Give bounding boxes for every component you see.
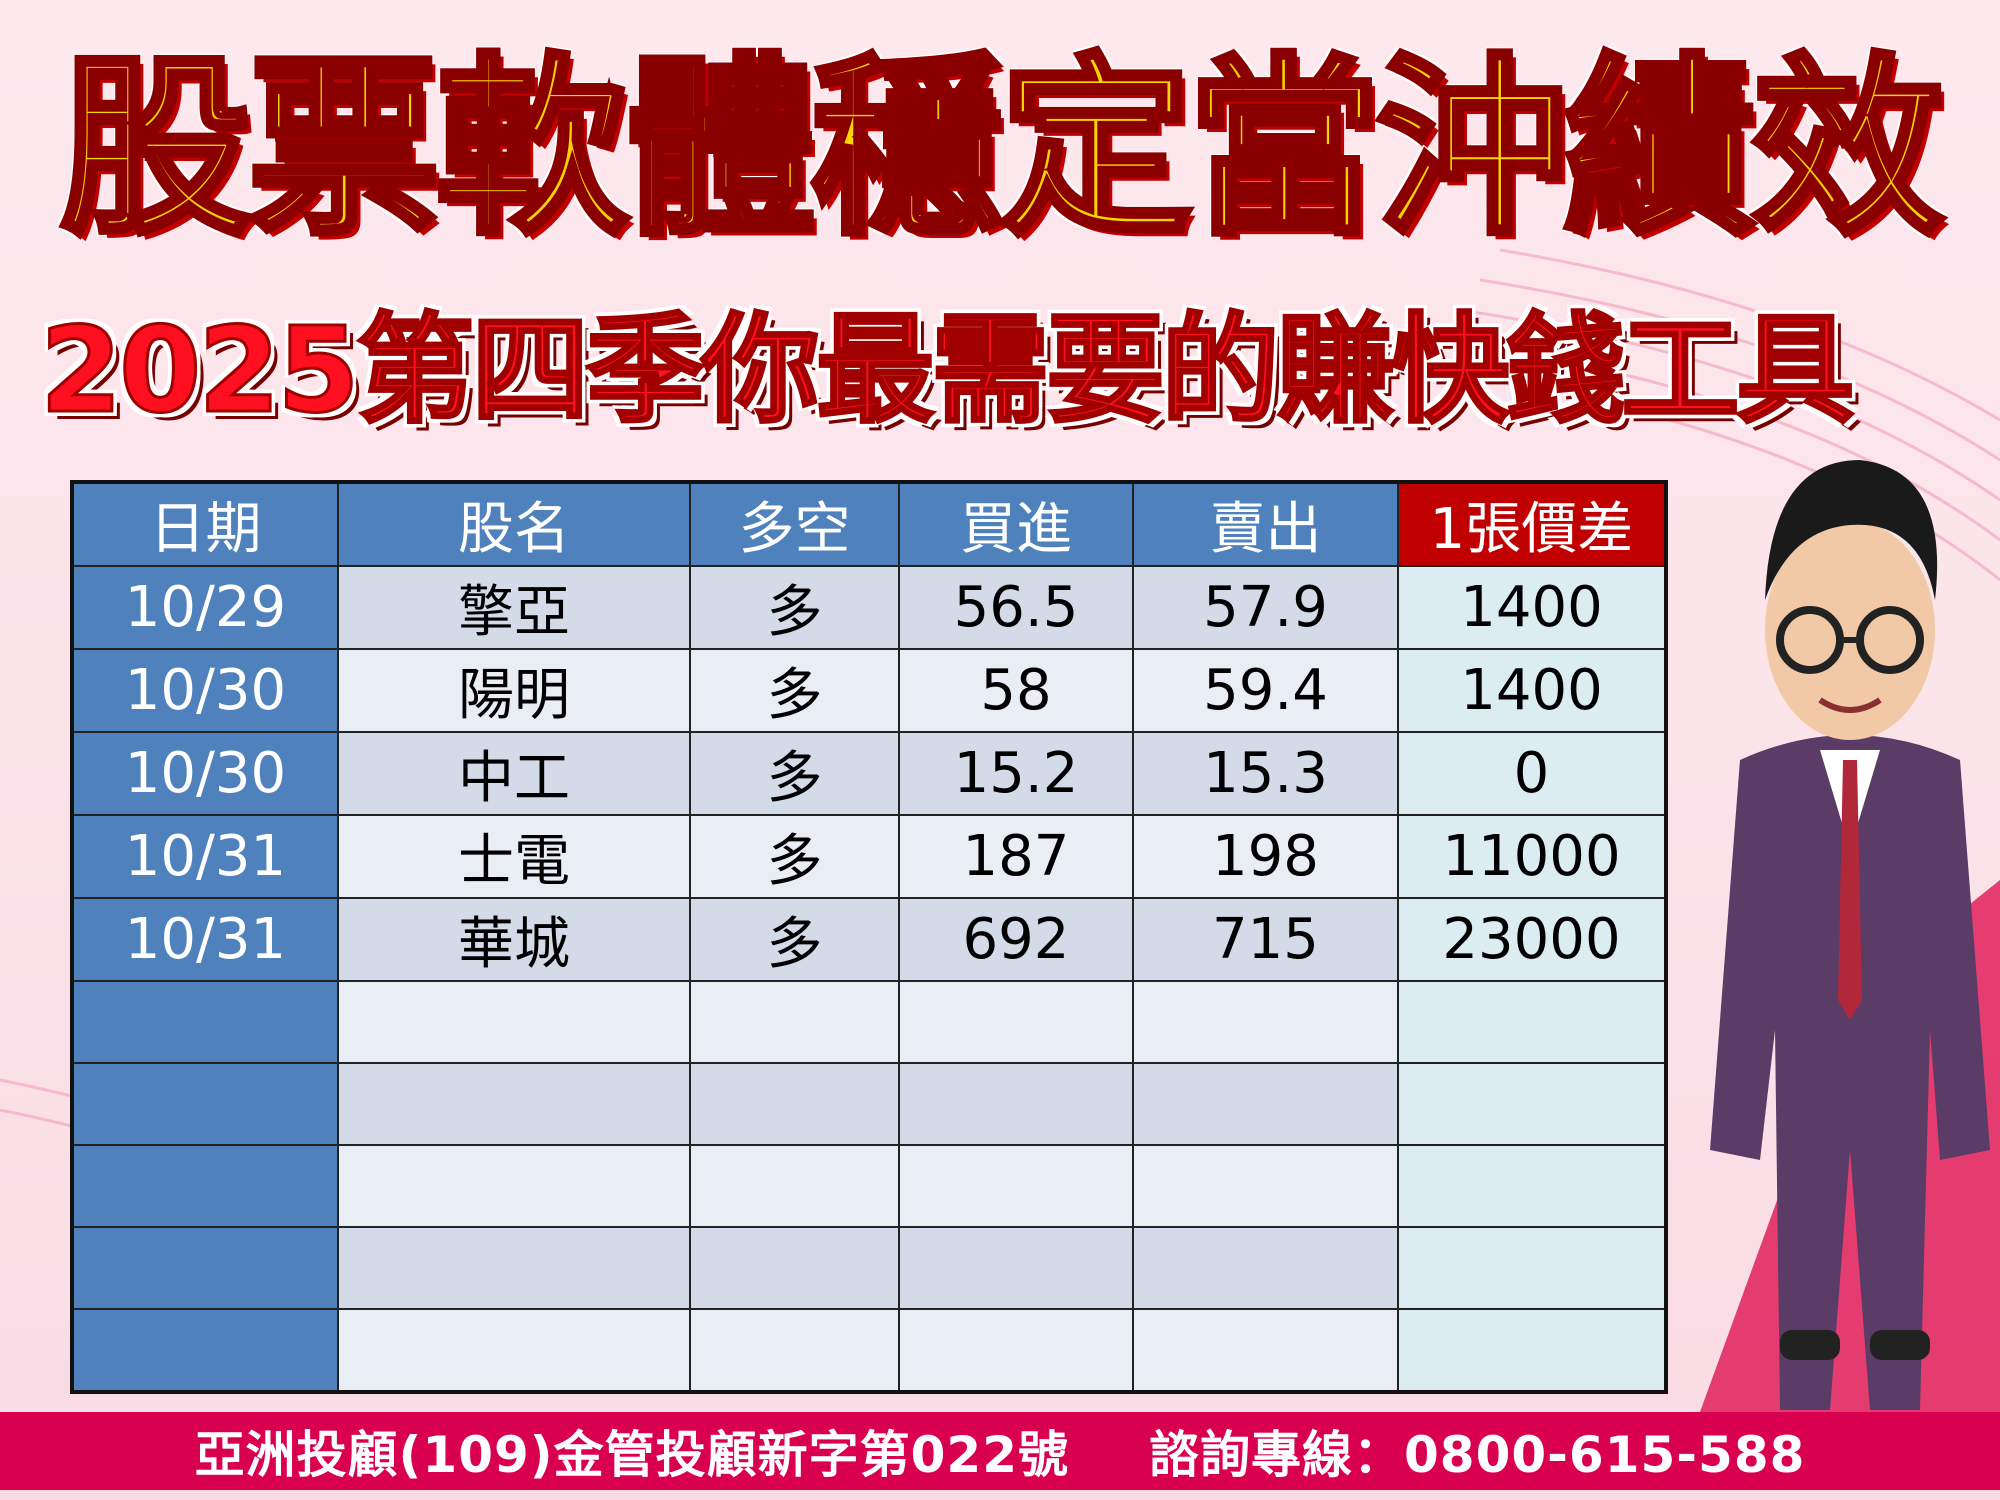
cell-stock-name — [337, 1226, 691, 1310]
cell-price-diff: 11000 — [1397, 814, 1667, 899]
cell-sell: 198 — [1132, 814, 1399, 899]
hotline-text: 諮詢專線：0800-615-588 — [1149, 1426, 1806, 1484]
cell-buy — [898, 980, 1134, 1064]
cell-sell — [1132, 1226, 1399, 1310]
cell-buy — [898, 1062, 1134, 1146]
table-row: 10/30 陽明多 58 59.4 1400 — [71, 648, 1667, 733]
cell-sell: 15.3 — [1132, 731, 1399, 816]
cell-buy — [898, 1226, 1134, 1310]
footer-bar: 亞洲投顧(109)金管投顧新字第022號 諮詢專線：0800-615-588 — [0, 1412, 2000, 1490]
cell-price-diff: 1400 — [1397, 648, 1667, 733]
table-row: 10/31 華城多 692 715 23000 — [71, 897, 1667, 982]
cell-stock-name — [337, 1062, 691, 1146]
cell-direction — [689, 1062, 900, 1146]
cell-date: 10/31 — [71, 897, 339, 982]
header-sell: 賣出 — [1132, 481, 1399, 567]
cell-stock-name: 華城 — [337, 897, 691, 982]
table-row — [71, 1062, 1667, 1146]
table-header-row: 日期 股名 多空 買進 賣出 1張價差 — [71, 481, 1667, 567]
cell-buy: 692 — [898, 897, 1134, 982]
cell-direction — [689, 1226, 900, 1310]
table-row — [71, 980, 1667, 1064]
cell-sell — [1132, 1062, 1399, 1146]
cell-stock-name — [337, 980, 691, 1064]
cell-sell: 715 — [1132, 897, 1399, 982]
cell-buy: 15.2 — [898, 731, 1134, 816]
cell-direction: 多 — [689, 897, 900, 982]
cell-direction — [689, 1144, 900, 1228]
cell-date — [71, 1144, 339, 1228]
header-date: 日期 — [71, 481, 339, 567]
cell-stock-name — [337, 1144, 691, 1228]
table-row: 10/31 士電多 187 198 11000 — [71, 814, 1667, 899]
cell-buy — [898, 1308, 1134, 1393]
cell-price-diff: 1400 — [1397, 565, 1667, 650]
header-price-diff: 1張價差 — [1397, 481, 1667, 567]
cell-stock-name: 士電 — [337, 814, 691, 899]
presenter-illustration — [1710, 460, 1990, 1410]
cell-price-diff — [1397, 1144, 1667, 1228]
page-subtitle: 2025第四季你最需要的賺快錢工具 — [39, 300, 1856, 441]
cell-price-diff: 0 — [1397, 731, 1667, 816]
cell-buy: 187 — [898, 814, 1134, 899]
cell-stock-name: 擎亞 — [337, 565, 691, 650]
license-text: 亞洲投顧(109)金管投顧新字第022號 — [194, 1426, 1070, 1484]
cell-buy — [898, 1144, 1134, 1228]
cell-sell — [1132, 1308, 1399, 1393]
cell-date — [71, 980, 339, 1064]
table-row: 10/29 擎亞多 56.5 57.9 1400 — [71, 565, 1667, 650]
performance-table: 日期 股名 多空 買進 賣出 1張價差 10/29 擎亞多 56.5 57.9 1400… — [70, 480, 1668, 1394]
cell-direction — [689, 980, 900, 1064]
cell-direction: 多 — [689, 565, 900, 650]
cell-price-diff: 23000 — [1397, 897, 1667, 982]
cell-sell: 59.4 — [1132, 648, 1399, 733]
cell-date — [71, 1226, 339, 1310]
cell-buy: 56.5 — [898, 565, 1134, 650]
cell-price-diff — [1397, 1308, 1667, 1393]
cell-sell: 57.9 — [1132, 565, 1399, 650]
cell-price-diff — [1397, 1226, 1667, 1310]
header-stock-name: 股名 — [337, 481, 691, 567]
cell-stock-name: 陽明 — [337, 648, 691, 733]
cell-price-diff — [1397, 980, 1667, 1064]
cell-price-diff — [1397, 1062, 1667, 1146]
header-direction: 多空 — [689, 481, 900, 567]
header-buy: 買進 — [898, 481, 1134, 567]
page-title: 股票軟體穩定當沖績效 — [57, 35, 1947, 264]
cell-direction: 多 — [689, 648, 900, 733]
table-row — [71, 1308, 1667, 1393]
cell-sell — [1132, 1144, 1399, 1228]
cell-date — [71, 1308, 339, 1393]
table-row — [71, 1144, 1667, 1228]
cell-date — [71, 1062, 339, 1146]
cell-stock-name — [337, 1308, 691, 1393]
cell-direction — [689, 1308, 900, 1393]
table-row: 10/30 中工多 15.2 15.3 0 — [71, 731, 1667, 816]
cell-date: 10/30 — [71, 731, 339, 816]
cell-date: 10/31 — [71, 814, 339, 899]
cell-date: 10/29 — [71, 565, 339, 650]
cell-date: 10/30 — [71, 648, 339, 733]
table-row — [71, 1226, 1667, 1310]
cell-buy: 58 — [898, 648, 1134, 733]
cell-stock-name: 中工 — [337, 731, 691, 816]
cell-direction: 多 — [689, 731, 900, 816]
cell-sell — [1132, 980, 1399, 1064]
cell-direction: 多 — [689, 814, 900, 899]
